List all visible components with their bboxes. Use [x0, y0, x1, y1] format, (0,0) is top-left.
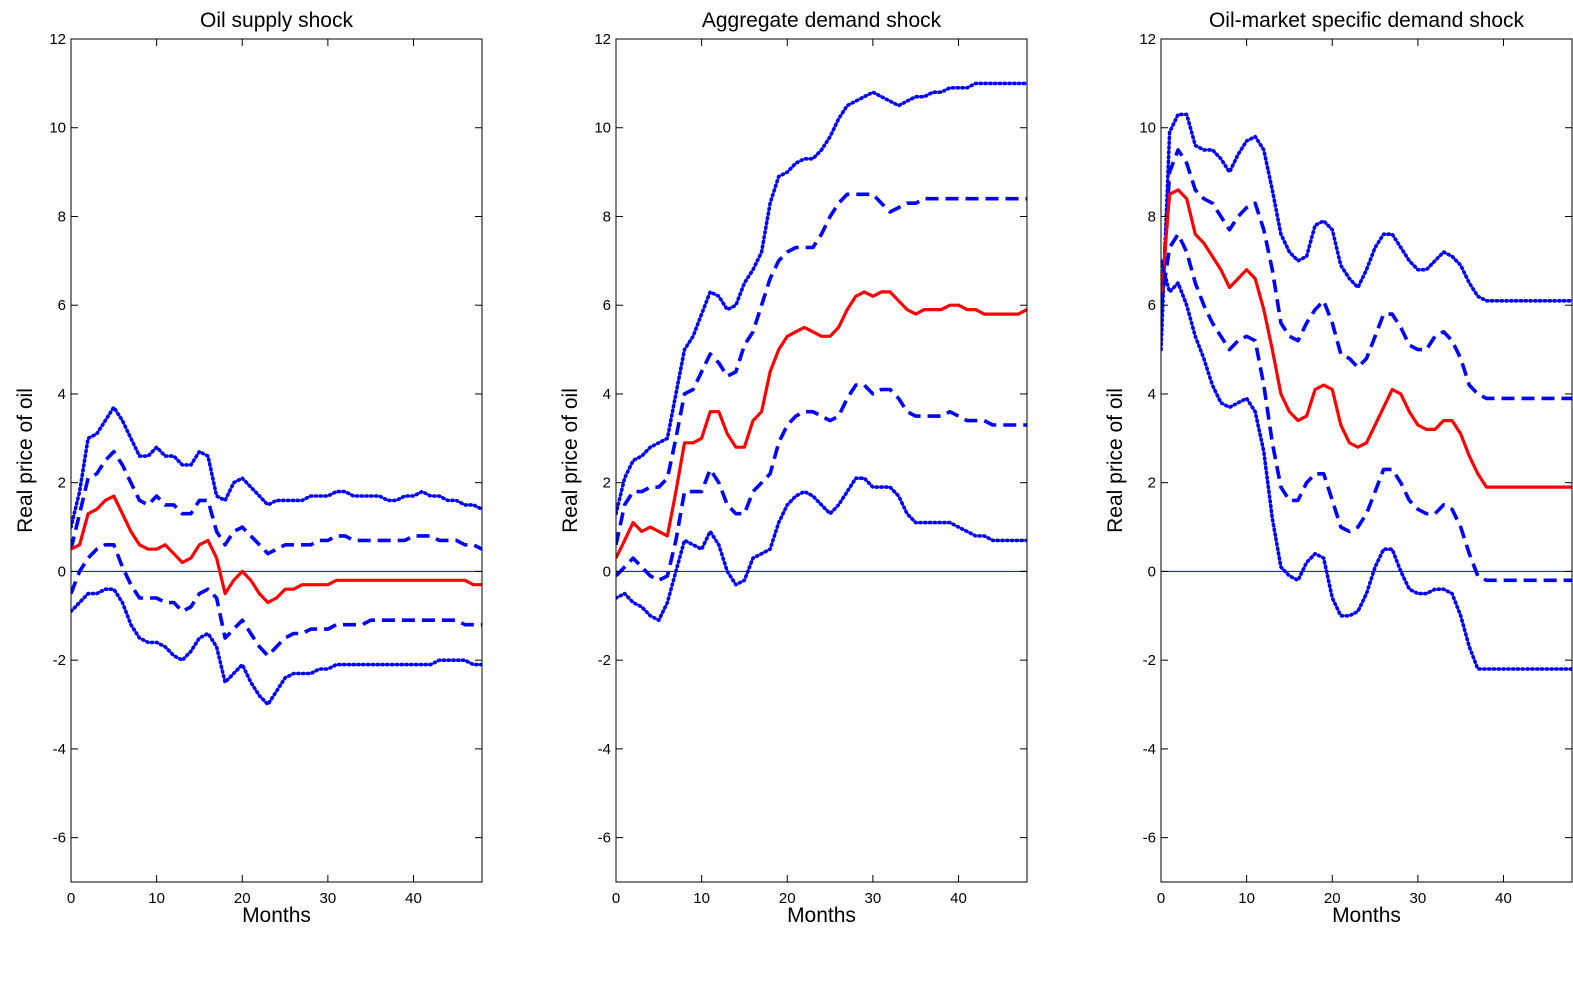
- y-tick-label: -6: [53, 830, 66, 847]
- x-tick-label: 0: [1157, 890, 1165, 907]
- y-tick-label: 4: [1148, 386, 1156, 403]
- series-group: [616, 81, 1027, 623]
- x-axis-label: Months: [787, 904, 856, 927]
- y-tick-label: -2: [1143, 652, 1156, 669]
- y-tick-label: 0: [58, 563, 66, 580]
- x-tick-label: 40: [405, 890, 422, 907]
- x-tick-label: 30: [865, 890, 882, 907]
- median-response-line: [616, 290, 1027, 559]
- dashed-band-line-1: [71, 449, 482, 556]
- series-group: [1161, 112, 1572, 671]
- dotted-band-line-0: [1161, 112, 1572, 352]
- x-tick-label: 30: [320, 890, 337, 907]
- chart-title: Aggregate demand shock: [702, 9, 942, 32]
- panel-aggregate-demand-shock: -6 -4 -2 0 2 4 6 8 10 12 0 10 20 30 40 Aggregate demand…: [559, 9, 1028, 927]
- y-tick-label: 4: [58, 386, 66, 403]
- y-tick-label: -2: [53, 652, 66, 669]
- y-tick-label: 10: [49, 120, 66, 137]
- y-axis-label: Real price of oil: [559, 388, 582, 533]
- dashed-band-line-3: [71, 542, 482, 658]
- panel-oil-supply-shock: -6 -4 -2 0 2 4 6 8 10 12 0 10 20 30 40 Oil supply shock…: [14, 9, 483, 927]
- y-tick-label: 10: [1139, 120, 1156, 137]
- axes-frame: [1160, 38, 1573, 883]
- y-tick-label: 6: [603, 297, 611, 314]
- dotted-band-line-4: [71, 587, 482, 707]
- chart-title: Oil-market specific demand shock: [1209, 9, 1525, 32]
- y-tick-label: 10: [594, 120, 611, 137]
- x-tick-label: 0: [612, 890, 620, 907]
- x-axis-label: Months: [1332, 904, 1401, 927]
- y-tick-label: 6: [58, 297, 66, 314]
- axes-frame: [615, 38, 1028, 883]
- panel-oil-market-specific-demand-shock: -6 -4 -2 0 2 4 6 8 10 12 0 10 20 30 40 Oil-market speci…: [1104, 9, 1573, 927]
- y-tick-label: 0: [603, 563, 611, 580]
- dotted-band-line-4: [616, 476, 1027, 623]
- dashed-band-line-3: [1161, 232, 1572, 583]
- median-response-line: [1161, 188, 1572, 489]
- x-tick-label: 20: [234, 890, 251, 907]
- y-tick-label: 12: [1139, 31, 1156, 48]
- y-tick-label: 8: [58, 208, 66, 225]
- dotted-band-line-4: [1161, 258, 1572, 671]
- series-group: [71, 405, 482, 707]
- x-tick-label: 10: [693, 890, 710, 907]
- x-tick-label: 0: [67, 890, 75, 907]
- y-axis-label: Real price of oil: [14, 388, 37, 533]
- y-tick-label: -4: [598, 741, 611, 758]
- x-tick-label: 20: [779, 890, 796, 907]
- y-tick-label: 6: [1148, 297, 1156, 314]
- y-tick-label: -6: [598, 830, 611, 847]
- dotted-band-line-0: [616, 81, 1027, 516]
- x-axis-label: Months: [242, 904, 311, 927]
- y-tick-label: -4: [53, 741, 66, 758]
- y-tick-label: 2: [1148, 475, 1156, 492]
- chart-title: Oil supply shock: [200, 9, 353, 32]
- y-axis-label: Real price of oil: [1104, 388, 1127, 533]
- x-tick-label: 10: [1238, 890, 1255, 907]
- y-tick-label: 12: [49, 31, 66, 48]
- x-tick-label: 20: [1324, 890, 1341, 907]
- y-tick-label: 2: [58, 475, 66, 492]
- y-tick-label: 4: [603, 386, 611, 403]
- dotted-band-line-0: [71, 405, 482, 529]
- x-tick-label: 40: [1495, 890, 1512, 907]
- y-tick-label: -2: [598, 652, 611, 669]
- x-tick-label: 40: [950, 890, 967, 907]
- y-tick-label: -6: [1143, 830, 1156, 847]
- axes-frame: [70, 38, 483, 883]
- y-tick-label: 8: [1148, 208, 1156, 225]
- x-tick-label: 10: [148, 890, 165, 907]
- y-tick-label: -4: [1143, 741, 1156, 758]
- y-tick-label: 2: [603, 475, 611, 492]
- dashed-band-line-1: [1161, 148, 1572, 401]
- median-response-line: [71, 494, 482, 605]
- x-tick-label: 30: [1410, 890, 1427, 907]
- y-tick-label: 8: [603, 208, 611, 225]
- y-tick-label: 12: [594, 31, 611, 48]
- y-tick-label: 0: [1148, 563, 1156, 580]
- dashed-band-line-1: [616, 192, 1027, 546]
